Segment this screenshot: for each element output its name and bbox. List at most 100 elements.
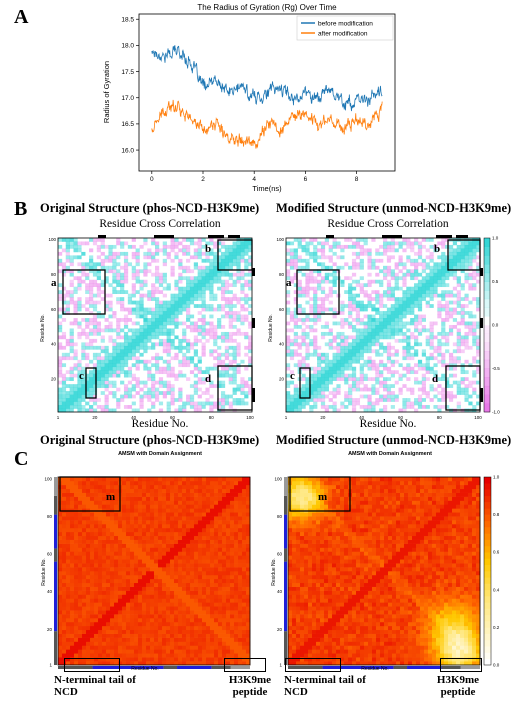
colorbar-step [484,342,490,352]
correlation-cell [437,342,442,347]
correlation-cell [116,405,121,409]
amsm-cell [242,629,247,634]
correlation-cell [309,251,314,256]
amsm-cell [182,645,187,650]
amsm-cell [158,563,163,568]
correlation-cell [289,338,295,343]
amsm-cell [234,614,239,619]
amsm-cell [110,661,115,666]
correlation-cell [170,342,175,347]
correlation-cell [170,297,175,301]
amsm-cell [78,571,83,576]
correlation-cell [328,398,333,402]
correlation-cell [189,300,195,305]
correlation-cell [166,331,171,336]
amsm-cell [154,535,159,540]
correlation-cell [220,293,226,298]
correlation-cell [452,394,458,399]
correlation-cell [120,244,125,249]
correlation-cell [178,304,183,308]
region-box-d: d [432,365,481,411]
correlation-cell [135,279,140,284]
correlation-cell [468,401,473,406]
amsm-cell [122,531,127,537]
correlation-cell [205,279,210,284]
correlation-cell [390,363,395,368]
correlation-cell [224,345,230,350]
amsm-cell [210,594,215,599]
amsm-cell [210,610,215,615]
correlation-cell [143,363,148,368]
amsm-cell [106,629,111,634]
correlation-cell [151,283,156,288]
amsm-cell [170,657,175,662]
amsm-cell [218,598,223,603]
correlation-cell [143,251,148,256]
correlation-cell [236,297,241,301]
correlation-cell [460,349,465,354]
amsm-cell [166,574,171,580]
correlation-cell [96,405,101,409]
correlation-cell [81,262,86,267]
amsm-cell [166,555,171,560]
amsm-cell [210,641,215,646]
amsm-cell [218,590,223,595]
correlation-cell [320,331,326,336]
amsm-cell [186,535,191,540]
correlation-cell [379,373,384,378]
correlation-cell [348,276,353,281]
correlation-cell [317,307,322,312]
correlation-cell [406,293,411,298]
amsm-cell [134,606,139,611]
correlation-cell [65,304,70,308]
correlation-cell [398,304,403,308]
correlation-cell [96,325,101,329]
amsm-cell [202,586,207,591]
amsm-cell [150,629,155,634]
correlation-cell [305,258,310,263]
correlation-cell [81,331,86,336]
amsm-cell [154,527,159,533]
correlation-cell [96,283,101,288]
correlation-cell [402,321,407,326]
colorbar-step [484,281,490,291]
amsm-cell [90,571,95,576]
correlation-cell [131,286,136,291]
amsm-cell [238,614,243,619]
amsm-cell [198,618,203,623]
correlation-cell [464,394,469,399]
amsm-cell [162,661,167,666]
amsm-cell [98,551,103,556]
amsm-cell [186,586,191,591]
amsm-cell [226,535,231,540]
correlation-cell [363,335,368,340]
correlation-cell [320,290,326,294]
correlation-cell [456,300,461,305]
amsm-cell [98,535,103,540]
amsm-cell [82,610,87,615]
correlation-cell [386,370,392,375]
amsm-cell [66,551,71,556]
correlation-cell [417,262,423,267]
amsm-cell [74,571,79,576]
correlation-cell [456,331,461,336]
amsm-cell [186,629,191,634]
correlation-cell [220,391,226,395]
y-tick-label: 18.0 [121,43,134,50]
amsm-cell [194,661,199,666]
correlation-cell [317,279,322,284]
amsm-cell [210,539,215,544]
correlation-cell [201,352,206,357]
amsm-cell [158,610,163,615]
correlation-cell [464,345,469,350]
correlation-cell [166,384,171,388]
amsm-cell [94,543,99,548]
correlation-cell [69,377,74,381]
correlation-cell [151,307,156,312]
correlation-cell [456,276,461,281]
correlation-cell [414,238,419,242]
amsm-cell [70,618,75,623]
amsm-cell [178,567,183,572]
correlation-cell [89,304,94,308]
correlation-cell [73,238,78,242]
